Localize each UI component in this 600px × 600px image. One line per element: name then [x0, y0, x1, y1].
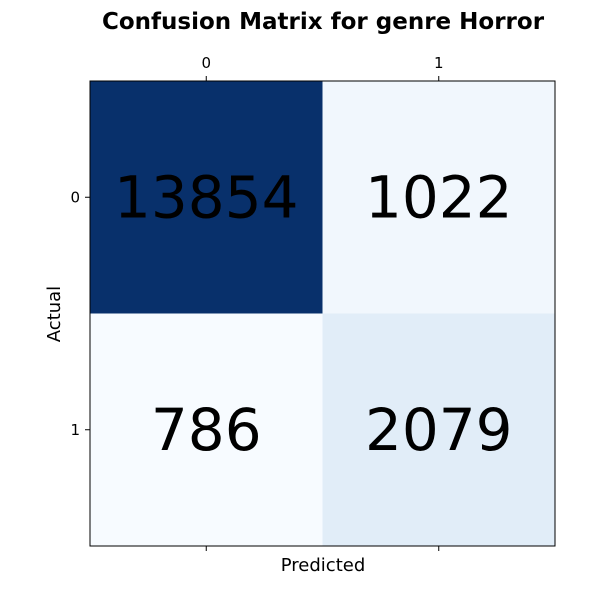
- x-axis-label: Predicted: [281, 555, 366, 576]
- heatmap-cells: [90, 81, 555, 546]
- y-tick-label-0: 0: [70, 188, 80, 206]
- cell-value-r1-c1: 2079: [365, 396, 513, 464]
- cell-value-r0-c0: 13854: [114, 163, 299, 231]
- cell-value-r0-c1: 1022: [365, 163, 513, 231]
- y-tick-label-1: 1: [70, 421, 80, 439]
- x-tick-label-0: 0: [201, 54, 211, 72]
- plot-frame: [89, 80, 556, 547]
- cell-value-r1-c0: 786: [151, 396, 262, 464]
- heatmap-cell-labels: 13854 1022 786 2079: [114, 163, 513, 464]
- chart-title: Confusion Matrix for genre Horror: [102, 9, 545, 35]
- x-tick-label-1: 1: [434, 54, 444, 72]
- heatmap-cell-r1-c0: [90, 313, 323, 546]
- heatmap-cell-r0-c1: [322, 81, 555, 314]
- heatmap-cell-r1-c1: [322, 313, 555, 546]
- heatmap-cell-r0-c0: [90, 81, 323, 314]
- y-axis-label: Actual: [44, 286, 65, 342]
- axis-ticks: 0 1 0 1: [70, 54, 444, 551]
